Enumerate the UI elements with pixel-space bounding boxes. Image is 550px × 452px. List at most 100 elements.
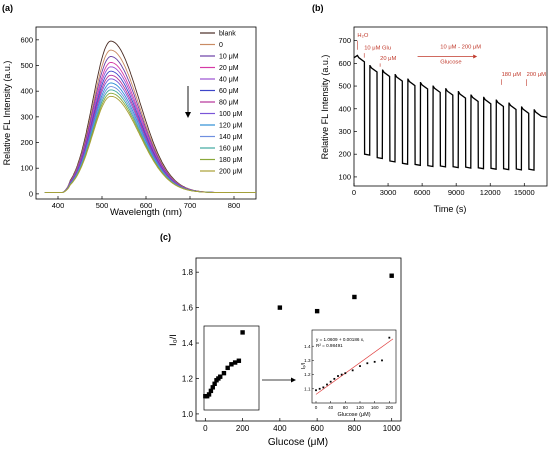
panel-c-inset-x-tick-label: 0 — [315, 405, 318, 410]
panel-a-legend-label: 0 — [219, 42, 223, 49]
panel-c-inset-y-tick-label: 1.4 — [304, 344, 311, 349]
panel-c-inset-fit-equation: y = 1.0609 + 0.00186 x, — [316, 337, 364, 342]
panel-c-y-tick-label: 1.4 — [182, 339, 194, 348]
panel-b-annotation: 180 μM — [502, 72, 522, 78]
panel-b-y-tick-label: 600 — [338, 59, 351, 68]
panel-c-data-point — [229, 362, 234, 367]
panel-a-legend-label: 10 μM — [219, 54, 239, 61]
panel-a-legend-label: 40 μM — [219, 77, 239, 84]
panel-a-legend-label: 80 μM — [219, 100, 239, 107]
panel-c-inset-data-point — [381, 359, 383, 362]
panel-a-legend-label: 140 μM — [219, 134, 243, 141]
panel-b-y-tick-label: 500 — [338, 82, 351, 91]
panel-c-inset-y-tick-label: 1.1 — [304, 386, 311, 391]
panel-b-y-tick-label: 400 — [338, 104, 351, 113]
panel-b-x-tick-label: 6000 — [414, 188, 431, 197]
panel-c-inset-x-tick-label: 160 — [371, 405, 379, 410]
panel-a-y-tick-label: 400 — [20, 87, 33, 96]
panel-a-trend-arrow — [185, 86, 191, 118]
panel-b-ylabel: Relative FL Intensity (a.u.) — [320, 55, 330, 160]
panel-a-legend-label: 160 μM — [219, 146, 243, 153]
panel-a-legend-label: 120 μM — [219, 123, 243, 130]
panel-c-inset-data-point — [326, 383, 328, 386]
panel-a-legend: blank 0 10 μM 20 μM 40 μM 60 μM 80 μM 100 μM 120… — [200, 31, 243, 176]
panel-c-data-point — [206, 392, 212, 397]
panel-c-inset-data-point — [351, 369, 354, 372]
panel-a-xlabel: Wavelength (nm) — [110, 207, 182, 218]
panel-c-ylabel: I₀/I — [168, 334, 179, 346]
panel-c-data-point — [240, 330, 245, 335]
panel-c-x-tick-label: 600 — [310, 424, 324, 433]
panel-c-inset-data-point — [340, 373, 343, 376]
panel-c-data-point — [232, 360, 238, 365]
panel-c-inset-ticks: 0 40 80 120 160 200 1.1 1.2 1.3 1.4 — [304, 344, 393, 410]
panel-b-frame — [353, 26, 548, 187]
panel-a-legend-label: 100 μM — [219, 111, 243, 118]
panel-c-y-tick-label: 1.8 — [182, 268, 194, 277]
panel-a-axis-ticks: 400 500 600 700 800 0 100 200 300 400 500 600 — [20, 35, 240, 210]
panel-a-x-tick-label: 700 — [184, 201, 197, 210]
panel-c-data-point — [208, 388, 214, 394]
panel-b-range-arrow-head — [473, 54, 478, 59]
panel-label-a: (a) — [2, 3, 13, 13]
panel-a-legend-label: blank — [219, 31, 236, 38]
panel-c-inset-arrow — [262, 377, 296, 383]
panel-b-annotation: 10 μM Glu — [364, 46, 391, 52]
panel-a-legend-label: 60 μM — [219, 88, 239, 95]
panel-b-y-tick-label: 300 — [338, 127, 351, 136]
panel-c-data-point — [210, 385, 215, 390]
panel-a-series-line-12 — [44, 95, 256, 194]
panel-c-inset-y-tick-label: 1.3 — [304, 358, 311, 363]
panel-c-inset: 0 40 80 120 160 200 1.1 1.2 1.3 1.4 y = 1.0609 + … — [301, 329, 397, 418]
panel-c-inset-data-points — [315, 336, 391, 392]
panel-a-x-tick-label: 800 — [228, 201, 241, 210]
panel-c-inset-data-point — [344, 372, 347, 375]
panel-c-frame — [195, 257, 402, 422]
panel-b-chart: 0 3000 6000 9000 12000 15000 100 200 300 400 500 60… — [320, 26, 548, 214]
panel-b-xlabel: Time (s) — [434, 204, 467, 214]
panel-c-inset-x-tick-label: 80 — [343, 405, 349, 410]
panel-a-ylabel: Relative FL Intensity (a.u.) — [2, 61, 12, 166]
panel-c-inset-data-point — [333, 377, 336, 380]
panel-c-inset-fit-line — [315, 338, 394, 395]
panel-c-inset-data-point — [329, 380, 332, 383]
panel-b-trace-line — [353, 54, 548, 171]
panel-c-x-tick-label: 800 — [348, 424, 362, 433]
panel-a-chart: 400 500 600 700 800 0 100 200 300 400 500 600 blank… — [2, 26, 257, 218]
panel-c-inset-data-point — [337, 375, 339, 377]
panel-c-inset-y-tick-label: 1.2 — [304, 372, 311, 377]
panel-c-y-tick-label: 1.2 — [182, 374, 194, 383]
panel-b-y-tick-label: 100 — [338, 172, 351, 181]
panel-c-data-point — [225, 365, 230, 371]
panel-b-y-tick-label: 200 — [338, 150, 351, 159]
panel-c-inset-data-point — [315, 389, 317, 392]
panel-c-inset-data-point — [318, 387, 321, 390]
panel-c-inset-x-tick-label: 200 — [385, 405, 393, 410]
panel-a-legend-label: 200 μM — [219, 169, 243, 176]
panel-b-axis-ticks: 0 3000 6000 9000 12000 15000 100 200 300 400 500 60… — [338, 36, 534, 197]
panel-a-x-tick-label: 500 — [96, 201, 109, 210]
panel-c-zoom-box — [203, 325, 260, 411]
panel-a-series-lines — [44, 40, 256, 194]
panel-a-legend-label: 180 μM — [219, 157, 243, 164]
panel-a-y-tick-label: 100 — [20, 164, 33, 173]
panel-a-y-tick-label: 600 — [20, 35, 33, 44]
panel-b-x-tick-label: 3000 — [380, 188, 397, 197]
panel-c-data-point — [212, 381, 217, 386]
panel-c-xlabel: Glucose (μM) — [268, 437, 328, 448]
panel-b-annotation: H₂O — [357, 33, 368, 39]
panel-c-data-point — [218, 374, 223, 379]
panel-label-b: (b) — [312, 3, 324, 13]
panel-b-y-tick-label: 700 — [338, 36, 351, 45]
panel-a-x-tick-label: 400 — [52, 201, 65, 210]
panel-b-annotation: Glucose — [440, 59, 461, 65]
panel-a-legend-label: 20 μM — [219, 65, 239, 72]
panel-c-data-points — [203, 273, 394, 399]
panel-b-annotation: 20 μM — [380, 56, 396, 62]
panel-c-data-point — [352, 294, 357, 300]
panel-label-c: (c) — [160, 232, 171, 242]
panel-c-x-tick-label: 0 — [203, 424, 208, 433]
